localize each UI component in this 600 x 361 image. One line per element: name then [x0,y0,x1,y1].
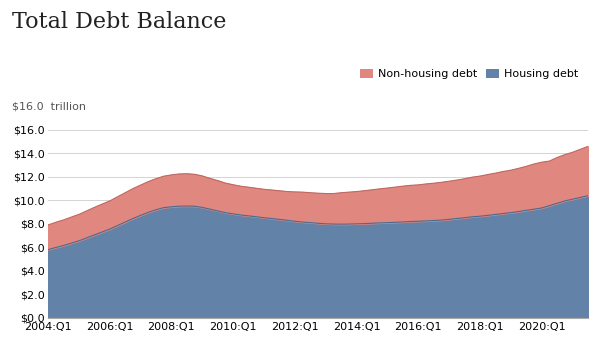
Text: $16.0  trillion: $16.0 trillion [12,101,86,111]
Text: Total Debt Balance: Total Debt Balance [12,11,226,33]
Legend: Non-housing debt, Housing debt: Non-housing debt, Housing debt [356,64,583,83]
